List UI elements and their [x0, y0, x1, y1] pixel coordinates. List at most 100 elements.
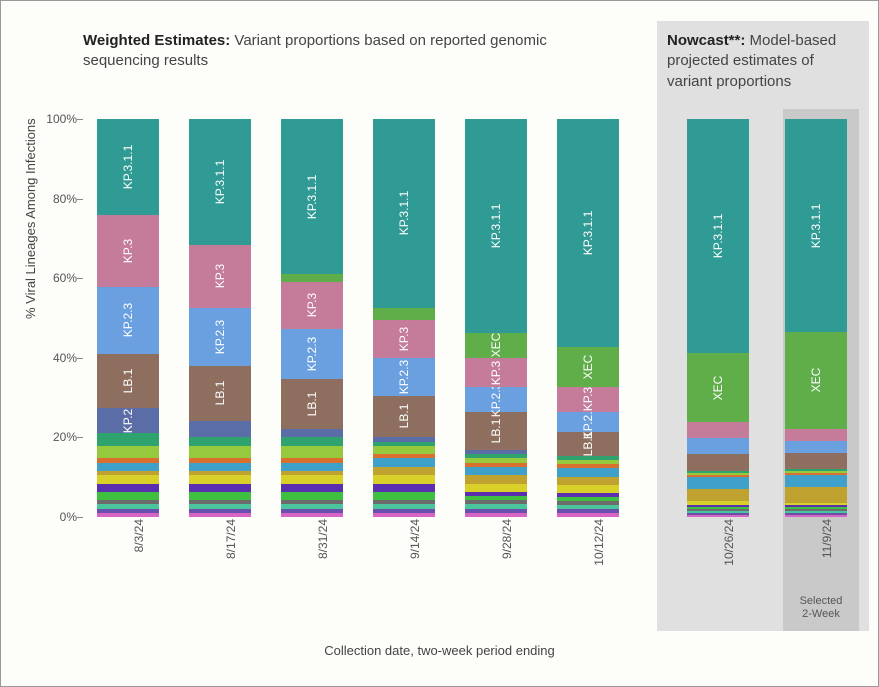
bar-segment	[687, 501, 749, 505]
y-tick-mark	[77, 199, 83, 200]
stacked-bar: XECKP.3.1.1	[687, 119, 749, 517]
bar-segment	[687, 471, 749, 473]
bar-segment	[687, 511, 749, 513]
segment-label: LB.1	[581, 432, 595, 457]
bar-segment	[281, 463, 343, 471]
bar-segment: KP.3	[97, 215, 159, 286]
segment-label: LB.1	[397, 404, 411, 429]
bar-segment	[785, 511, 847, 513]
y-tick-mark	[77, 119, 83, 120]
bar-segment: LB.1	[465, 412, 527, 450]
y-tick-mark	[77, 437, 83, 438]
bar-segment	[785, 473, 847, 475]
y-tick-label: 60%	[43, 271, 77, 285]
bar-segment	[281, 475, 343, 483]
segment-label: KP.2.3	[213, 320, 227, 354]
bar-segment	[557, 509, 619, 513]
bar-segment: KP.2.3	[189, 308, 251, 367]
bar-segment	[373, 454, 435, 458]
y-tick-label: 80%	[43, 192, 77, 206]
bar-segment	[557, 456, 619, 460]
bar-segment	[97, 471, 159, 475]
segment-label: KP.3.1.1	[121, 145, 135, 189]
x-tick-label: 8/17/24	[224, 519, 238, 559]
bar-segment	[373, 446, 435, 454]
bar-segment	[97, 492, 159, 500]
bar-segment: LB.1	[97, 354, 159, 408]
bar-segment	[189, 463, 251, 471]
bar-segment	[785, 507, 847, 509]
bar-segment	[785, 469, 847, 471]
x-tick-label: 8/31/24	[316, 519, 330, 559]
y-tick-mark	[77, 278, 83, 279]
bar-segment	[687, 473, 749, 475]
bar-segment: KP.3.1.1	[373, 119, 435, 308]
bar-segment	[557, 505, 619, 509]
bar-segment	[465, 458, 527, 462]
bar-segment	[373, 308, 435, 321]
weighted-estimates-title: Weighted Estimates: Variant proportions …	[83, 31, 593, 72]
segment-label: KP.2	[121, 408, 135, 432]
segment-label: LB.1	[489, 419, 503, 444]
bar-segment	[557, 477, 619, 485]
bar-segment	[687, 475, 749, 477]
bar-segment: XEC	[687, 353, 749, 422]
segment-label: KP.2.3	[397, 359, 411, 393]
segment-label: KP.3	[305, 293, 319, 317]
bar-segment	[281, 504, 343, 508]
bar-segment	[373, 475, 435, 483]
bar-segment: KP.3.1.1	[785, 119, 847, 332]
stacked-bar: LB.1KP.2.3KP.3KP.3.1.1	[189, 119, 251, 517]
y-tick-label: 100%	[43, 112, 77, 126]
bar-segment	[189, 475, 251, 483]
bar-segment	[557, 497, 619, 501]
bar-segment	[281, 492, 343, 500]
bar-segment	[465, 467, 527, 475]
bar-segment	[785, 475, 847, 487]
bar-segment	[373, 467, 435, 475]
bar-segment: KP.3.1.1	[687, 119, 749, 353]
segment-label: KP.3.1.1	[213, 160, 227, 204]
bar-segment	[281, 458, 343, 462]
bar-segment	[373, 437, 435, 441]
bar-segment	[687, 507, 749, 509]
bar-segment	[373, 492, 435, 500]
bar-segment	[785, 471, 847, 473]
bar-segment	[97, 500, 159, 504]
y-tick-mark	[77, 358, 83, 359]
bar-segment	[465, 450, 527, 454]
segment-label: KP.3.1.1	[581, 211, 595, 255]
bar-segment	[373, 484, 435, 492]
bar-segment	[373, 500, 435, 504]
bar-segment	[281, 446, 343, 459]
segment-label: KP.3.1.1	[809, 203, 823, 247]
bar-segment	[465, 463, 527, 467]
bar-segment	[785, 503, 847, 505]
y-tick-label: 20%	[43, 430, 77, 444]
bar-segment	[785, 453, 847, 469]
segment-label: KP.3	[121, 239, 135, 263]
y-tick-label: 0%	[43, 510, 77, 524]
stacked-bar: LB.1KP.2.3KP.3XECKP.3.1.1	[465, 119, 527, 517]
bar-segment	[281, 484, 343, 492]
selected-2week-label: Selected 2-Week	[791, 595, 851, 621]
bar-segment	[785, 441, 847, 453]
bar-segment	[189, 500, 251, 504]
plot-area: 0%20%40%60%80%100%KP.2LB.1KP.2.3KP.3KP.3…	[83, 119, 853, 517]
bar-segment	[373, 442, 435, 446]
bar-segment: KP.2.3	[557, 412, 619, 432]
bar-segment	[281, 437, 343, 445]
bar-segment	[465, 492, 527, 496]
bar-segment: KP.3.1.1	[557, 119, 619, 346]
y-tick-label: 40%	[43, 351, 77, 365]
segment-label: KP.3	[213, 264, 227, 288]
bar-segment	[97, 433, 159, 446]
x-tick-label: 10/12/24	[592, 519, 606, 566]
bar-segment	[557, 485, 619, 493]
bar-segment: KP.3	[189, 245, 251, 308]
bar-segment: XEC	[557, 347, 619, 388]
bar-segment: KP.3.1.1	[465, 119, 527, 333]
bar-segment	[687, 505, 749, 507]
y-axis-label: % Viral Lineages Among Infections	[23, 118, 38, 319]
bar-segment	[785, 429, 847, 441]
